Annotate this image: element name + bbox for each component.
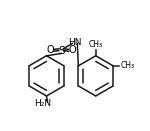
- Text: CH₃: CH₃: [89, 40, 103, 49]
- Text: H₂N: H₂N: [34, 99, 51, 108]
- Text: CH₃: CH₃: [121, 61, 135, 70]
- Text: S: S: [58, 46, 65, 56]
- Text: HN: HN: [68, 38, 82, 47]
- Text: O: O: [46, 45, 54, 55]
- Text: O: O: [68, 45, 76, 55]
